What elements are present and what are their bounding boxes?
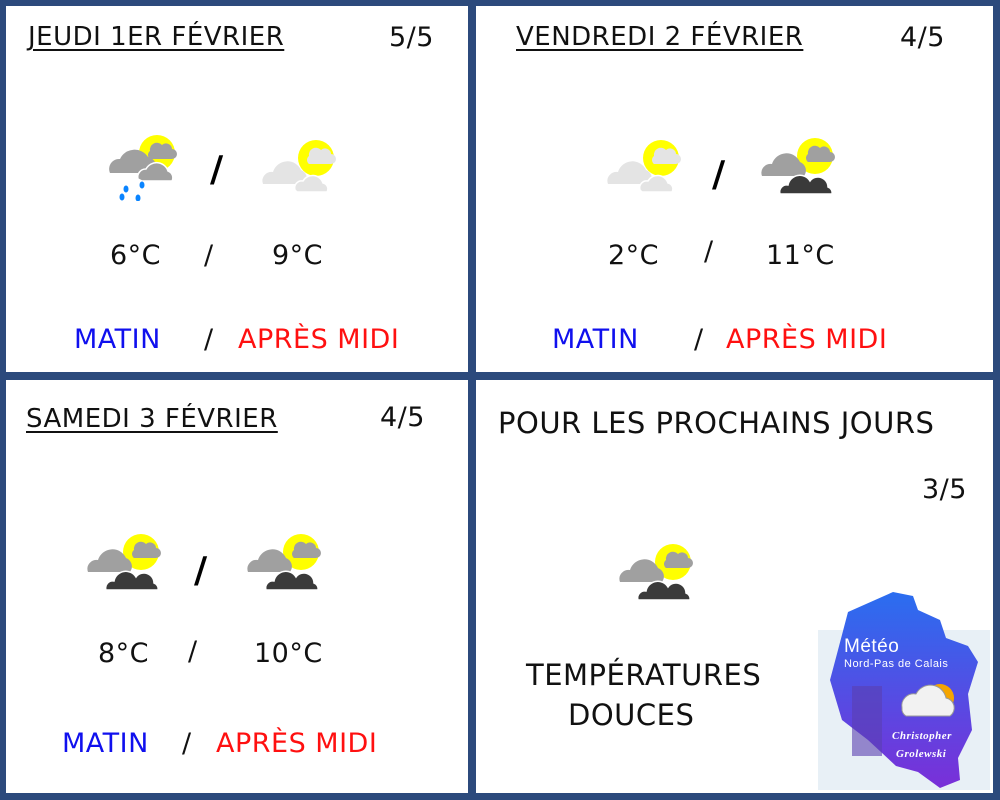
day-panel-1: JEUDI 1ER FÉVRIER 5/5 / 6°C / 9°C MATIN … [6, 6, 468, 372]
pale-sun-cloud-icon [607, 140, 681, 193]
logo-author-first: Christopher [892, 730, 952, 742]
afternoon-label: APRÈS MIDI [726, 324, 888, 355]
rating: 5/5 [389, 22, 434, 53]
morning-temp: 8°C [98, 638, 150, 669]
afternoon-temp: 10°C [254, 638, 323, 669]
day-panel-3: SAMEDI 3 FÉVRIER 4/5 / 8°C / 10°C MATIN … [6, 380, 468, 793]
afternoon-temp: 11°C [766, 240, 835, 271]
separator: / [194, 550, 208, 591]
outlook-text-line1: TEMPÉRATURES [526, 658, 762, 692]
region-map-logo-icon [818, 592, 990, 790]
day-title: SAMEDI 3 FÉVRIER [26, 404, 278, 434]
afternoon-label: APRÈS MIDI [238, 324, 400, 355]
morning-label: MATIN [62, 728, 149, 759]
logo-subtitle: Nord-Pas de Calais [844, 658, 949, 670]
morning-label: MATIN [74, 324, 161, 355]
logo: Météo Nord-Pas de Calais Christopher Gro… [818, 590, 993, 793]
afternoon-temp: 9°C [272, 240, 324, 271]
separator: / [704, 236, 714, 267]
day-panel-2: VENDREDI 2 FÉVRIER 4/5 / 2°C / 11°C MATI… [476, 6, 993, 372]
separator: / [204, 240, 214, 271]
outlook-panel: POUR LES PROCHAINS JOURS 3/5 TEMPÉRATURE… [476, 380, 993, 793]
dark-sun-cloud-icon [87, 534, 161, 591]
rating: 3/5 [922, 474, 967, 505]
separator: / [210, 149, 224, 190]
rating: 4/5 [380, 402, 425, 433]
separator: / [712, 154, 726, 195]
dark-sun-cloud-icon [761, 138, 835, 195]
outlook-text-line2: DOUCES [568, 698, 695, 732]
separator: / [204, 324, 214, 355]
rating: 4/5 [900, 22, 945, 53]
outlook-title: POUR LES PROCHAINS JOURS [498, 406, 935, 440]
pale-sun-cloud-icon [262, 140, 336, 193]
logo-author-last: Grolewski [896, 748, 947, 760]
separator: / [188, 636, 198, 667]
logo-title: Météo [844, 636, 900, 657]
morning-temp: 6°C [110, 240, 162, 271]
separator: / [182, 728, 192, 759]
dark-sun-cloud-icon [619, 544, 693, 601]
dark-sun-cloud-icon [247, 534, 321, 591]
morning-temp: 2°C [608, 240, 660, 271]
afternoon-label: APRÈS MIDI [216, 728, 378, 759]
morning-label: MATIN [552, 324, 639, 355]
rain-sun-cloud-icon [109, 135, 177, 201]
separator: / [694, 324, 704, 355]
day-title: JEUDI 1ER FÉVRIER [28, 22, 285, 52]
day-title: VENDREDI 2 FÉVRIER [516, 22, 804, 52]
